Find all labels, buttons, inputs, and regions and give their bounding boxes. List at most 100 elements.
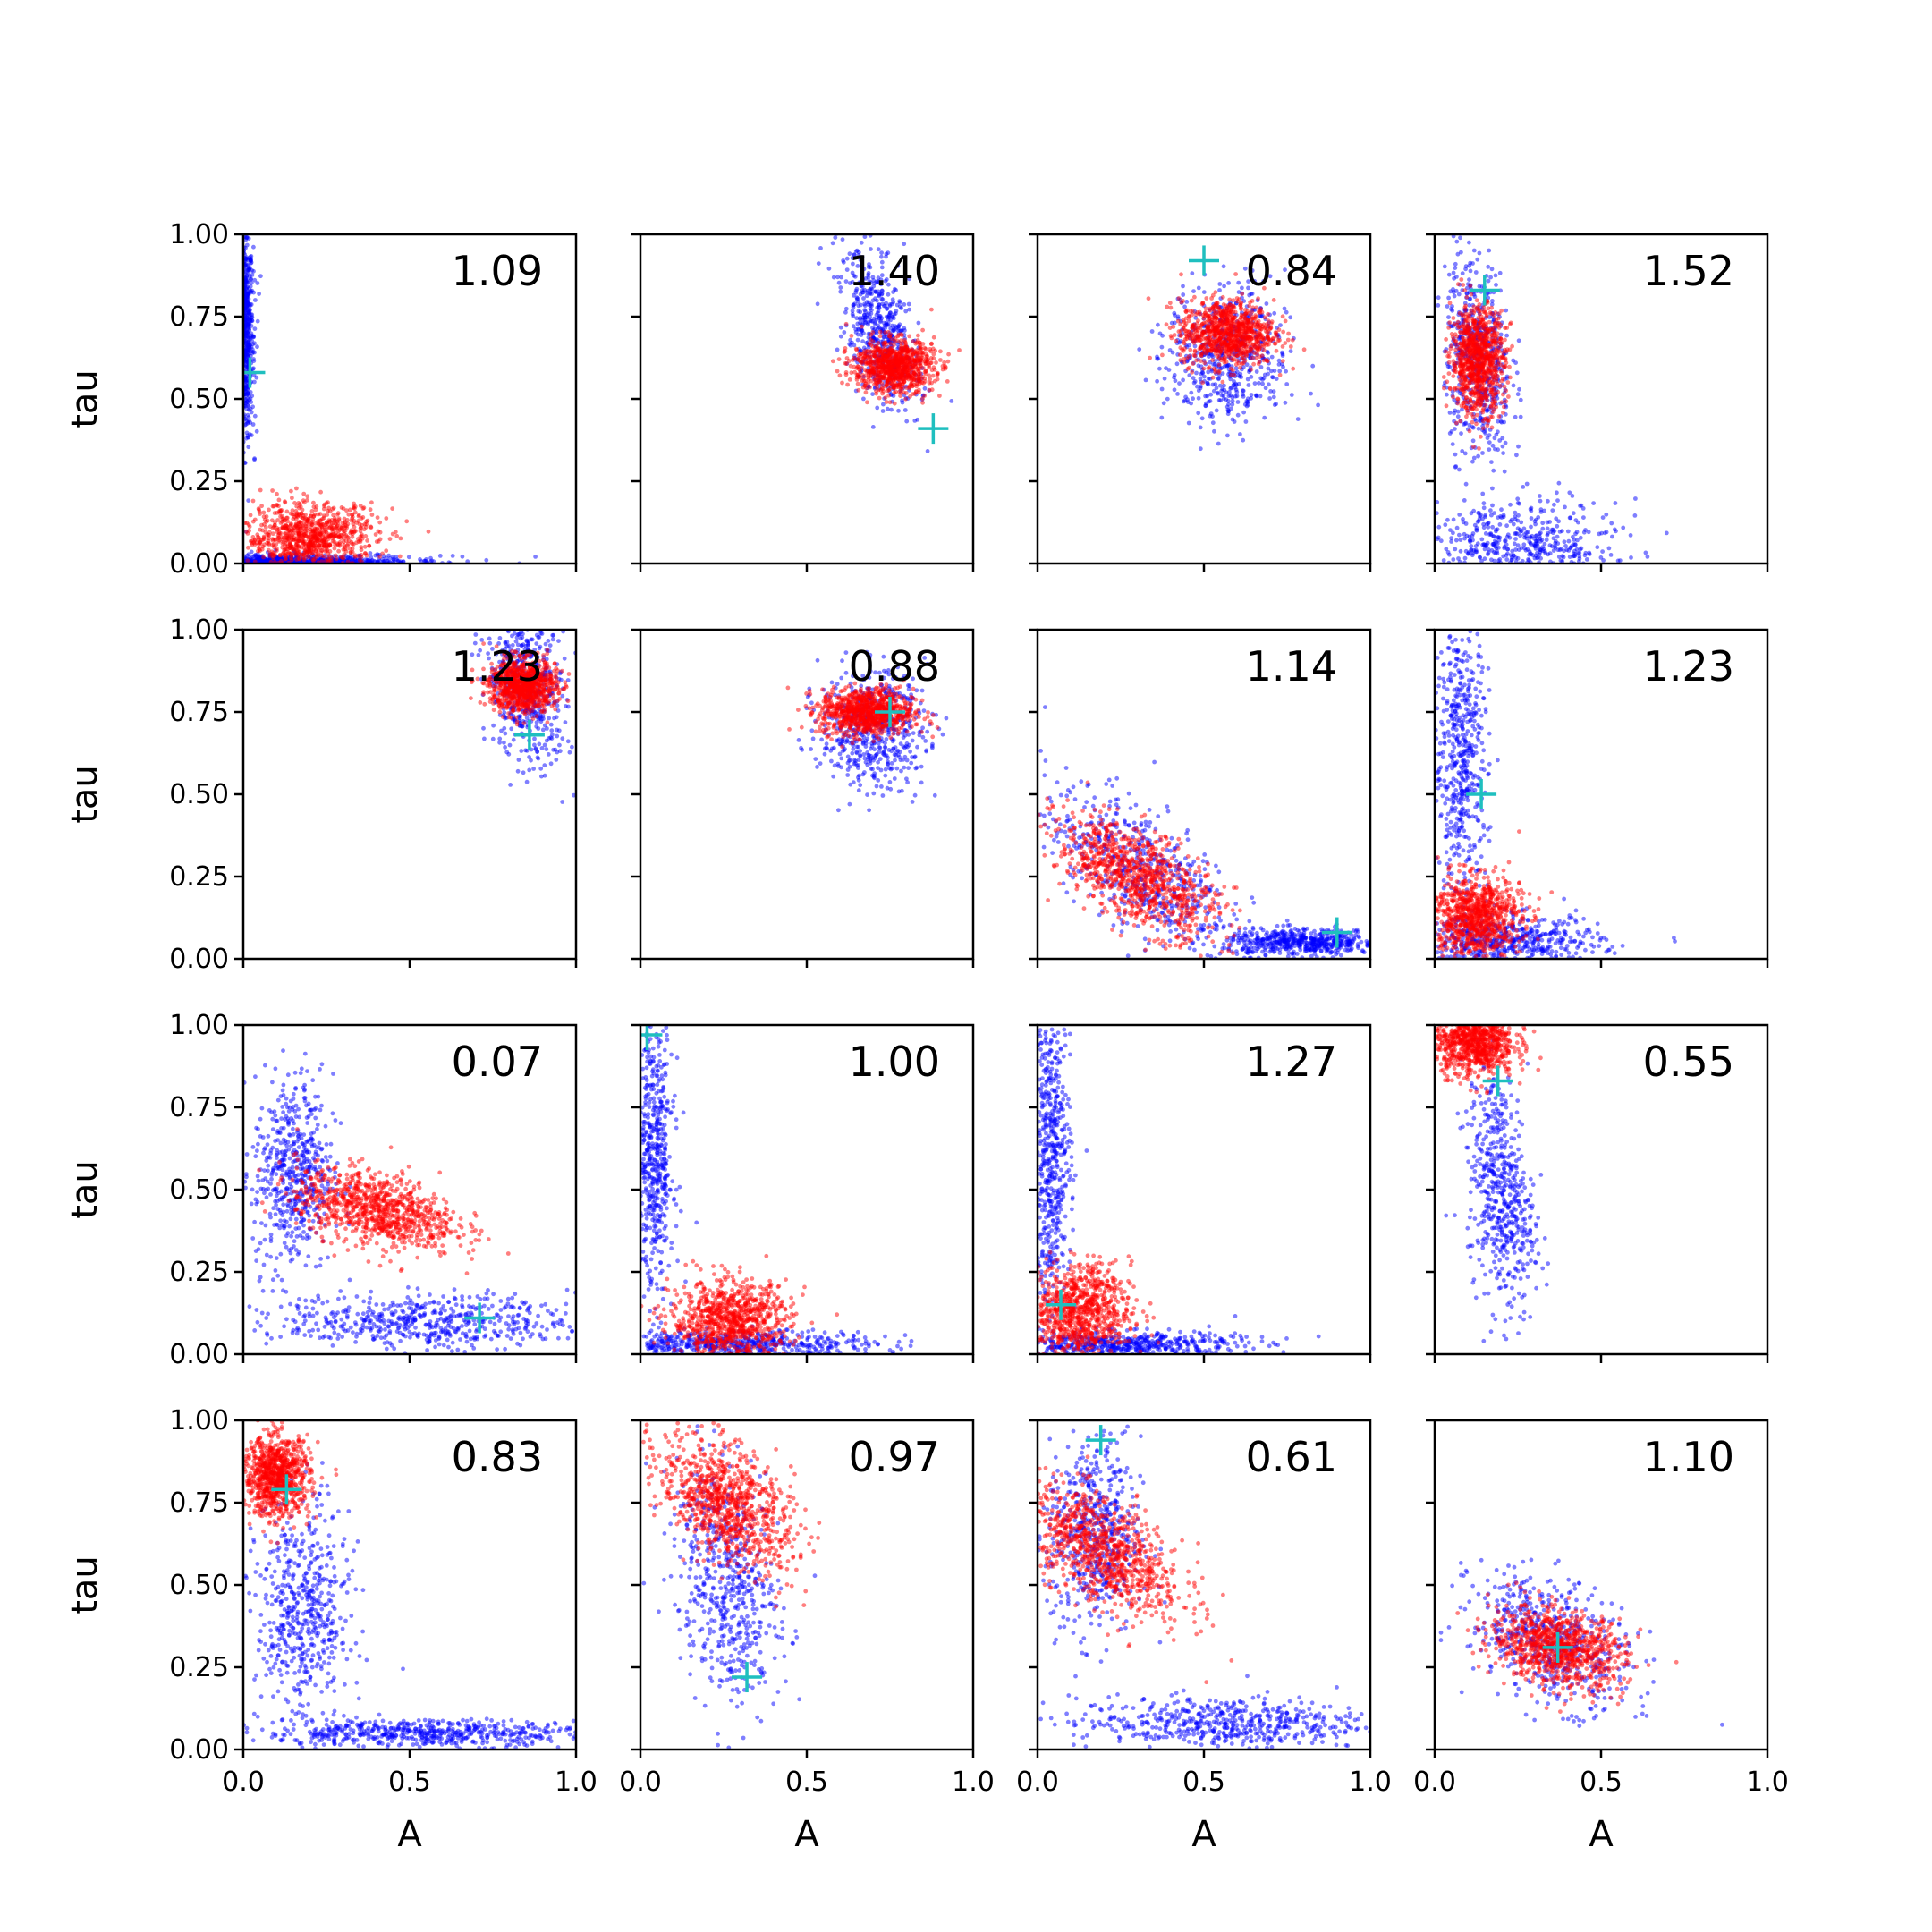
red-point	[1283, 341, 1288, 345]
blue-point	[872, 316, 877, 321]
blue-point	[253, 298, 258, 302]
blue-point	[1236, 280, 1241, 285]
red-point	[248, 538, 253, 544]
blue-point	[1278, 323, 1283, 327]
red-point	[1259, 309, 1265, 315]
blue-point	[904, 419, 910, 424]
red-point	[336, 548, 341, 554]
red-point	[930, 373, 936, 378]
red-point	[870, 339, 876, 343]
red-point	[376, 529, 381, 534]
red-point	[896, 382, 902, 387]
red-point	[849, 334, 854, 338]
red-point	[892, 343, 896, 347]
red-point	[361, 505, 367, 511]
red-point	[273, 520, 277, 525]
red-point	[365, 538, 369, 543]
red-point	[390, 506, 395, 511]
blue-point	[1217, 383, 1223, 388]
blue-point	[1189, 401, 1193, 406]
red-point	[860, 324, 864, 329]
red-point	[1218, 358, 1224, 363]
blue-point	[1172, 375, 1176, 380]
red-point	[334, 524, 339, 530]
red-point	[909, 348, 914, 353]
red-point	[945, 359, 951, 364]
red-point	[1210, 358, 1216, 362]
red-point	[931, 335, 936, 340]
red-point	[1209, 296, 1214, 301]
blue-point	[243, 278, 249, 283]
blue-point	[1224, 397, 1229, 402]
blue-point	[1159, 344, 1165, 350]
red-point	[848, 363, 853, 369]
red-point	[886, 360, 892, 365]
red-point	[877, 395, 882, 401]
blue-point	[1173, 378, 1178, 384]
blue-point	[1172, 310, 1177, 316]
red-point	[1188, 347, 1193, 352]
red-point	[1192, 294, 1197, 300]
red-point	[1216, 340, 1221, 345]
blue-point	[1274, 377, 1279, 381]
blue-point	[1199, 416, 1205, 421]
red-point	[1229, 318, 1234, 323]
red-point	[1182, 360, 1187, 365]
blue-point	[1225, 407, 1231, 412]
blue-point	[838, 285, 843, 290]
red-point	[329, 521, 335, 526]
blue-point	[249, 290, 254, 295]
blue-point	[1191, 376, 1196, 380]
blue-point	[1232, 419, 1237, 424]
blue-point	[1230, 399, 1235, 403]
red-point	[1239, 300, 1244, 305]
blue-point	[1216, 391, 1220, 396]
blue-point	[903, 309, 909, 314]
blue-point	[1459, 431, 1463, 436]
red-point	[1255, 351, 1259, 356]
red-point	[1175, 318, 1181, 324]
red-point	[887, 400, 893, 405]
red-point	[350, 549, 355, 555]
y-tick-label: 0.25	[169, 466, 229, 497]
true-value-marker	[1189, 245, 1219, 276]
red-point	[1184, 308, 1190, 313]
red-point	[336, 516, 342, 521]
red-point	[301, 523, 306, 529]
blue-point	[848, 337, 852, 343]
red-point	[362, 551, 368, 555]
red-point	[1241, 342, 1246, 346]
blue-point	[854, 316, 860, 321]
red-point	[1301, 347, 1307, 352]
red-point	[297, 520, 302, 525]
blue-point	[244, 399, 250, 403]
blue-point	[1196, 395, 1201, 401]
red-point	[292, 535, 297, 540]
red-point	[915, 350, 919, 355]
red-point	[245, 558, 250, 564]
red-point	[332, 546, 337, 551]
red-point	[325, 548, 329, 554]
red-point	[853, 346, 859, 352]
blue-point	[1265, 349, 1270, 354]
red-point	[1275, 335, 1280, 339]
red-point	[293, 513, 299, 518]
blue-point	[879, 273, 885, 278]
red-point	[1178, 352, 1182, 358]
blue-point	[245, 353, 250, 359]
red-point	[894, 389, 898, 394]
red-point	[359, 525, 363, 530]
blue-point	[1219, 393, 1224, 398]
y-axis-label: tau	[64, 369, 106, 428]
blue-point	[248, 254, 253, 259]
red-point	[1249, 320, 1254, 326]
red-point	[380, 551, 385, 556]
red-point	[1280, 314, 1285, 319]
red-point	[1240, 292, 1245, 296]
blue-point	[1494, 283, 1498, 287]
red-point	[1250, 334, 1255, 339]
red-point	[898, 394, 902, 398]
red-point	[911, 358, 915, 363]
blue-point	[916, 320, 921, 326]
